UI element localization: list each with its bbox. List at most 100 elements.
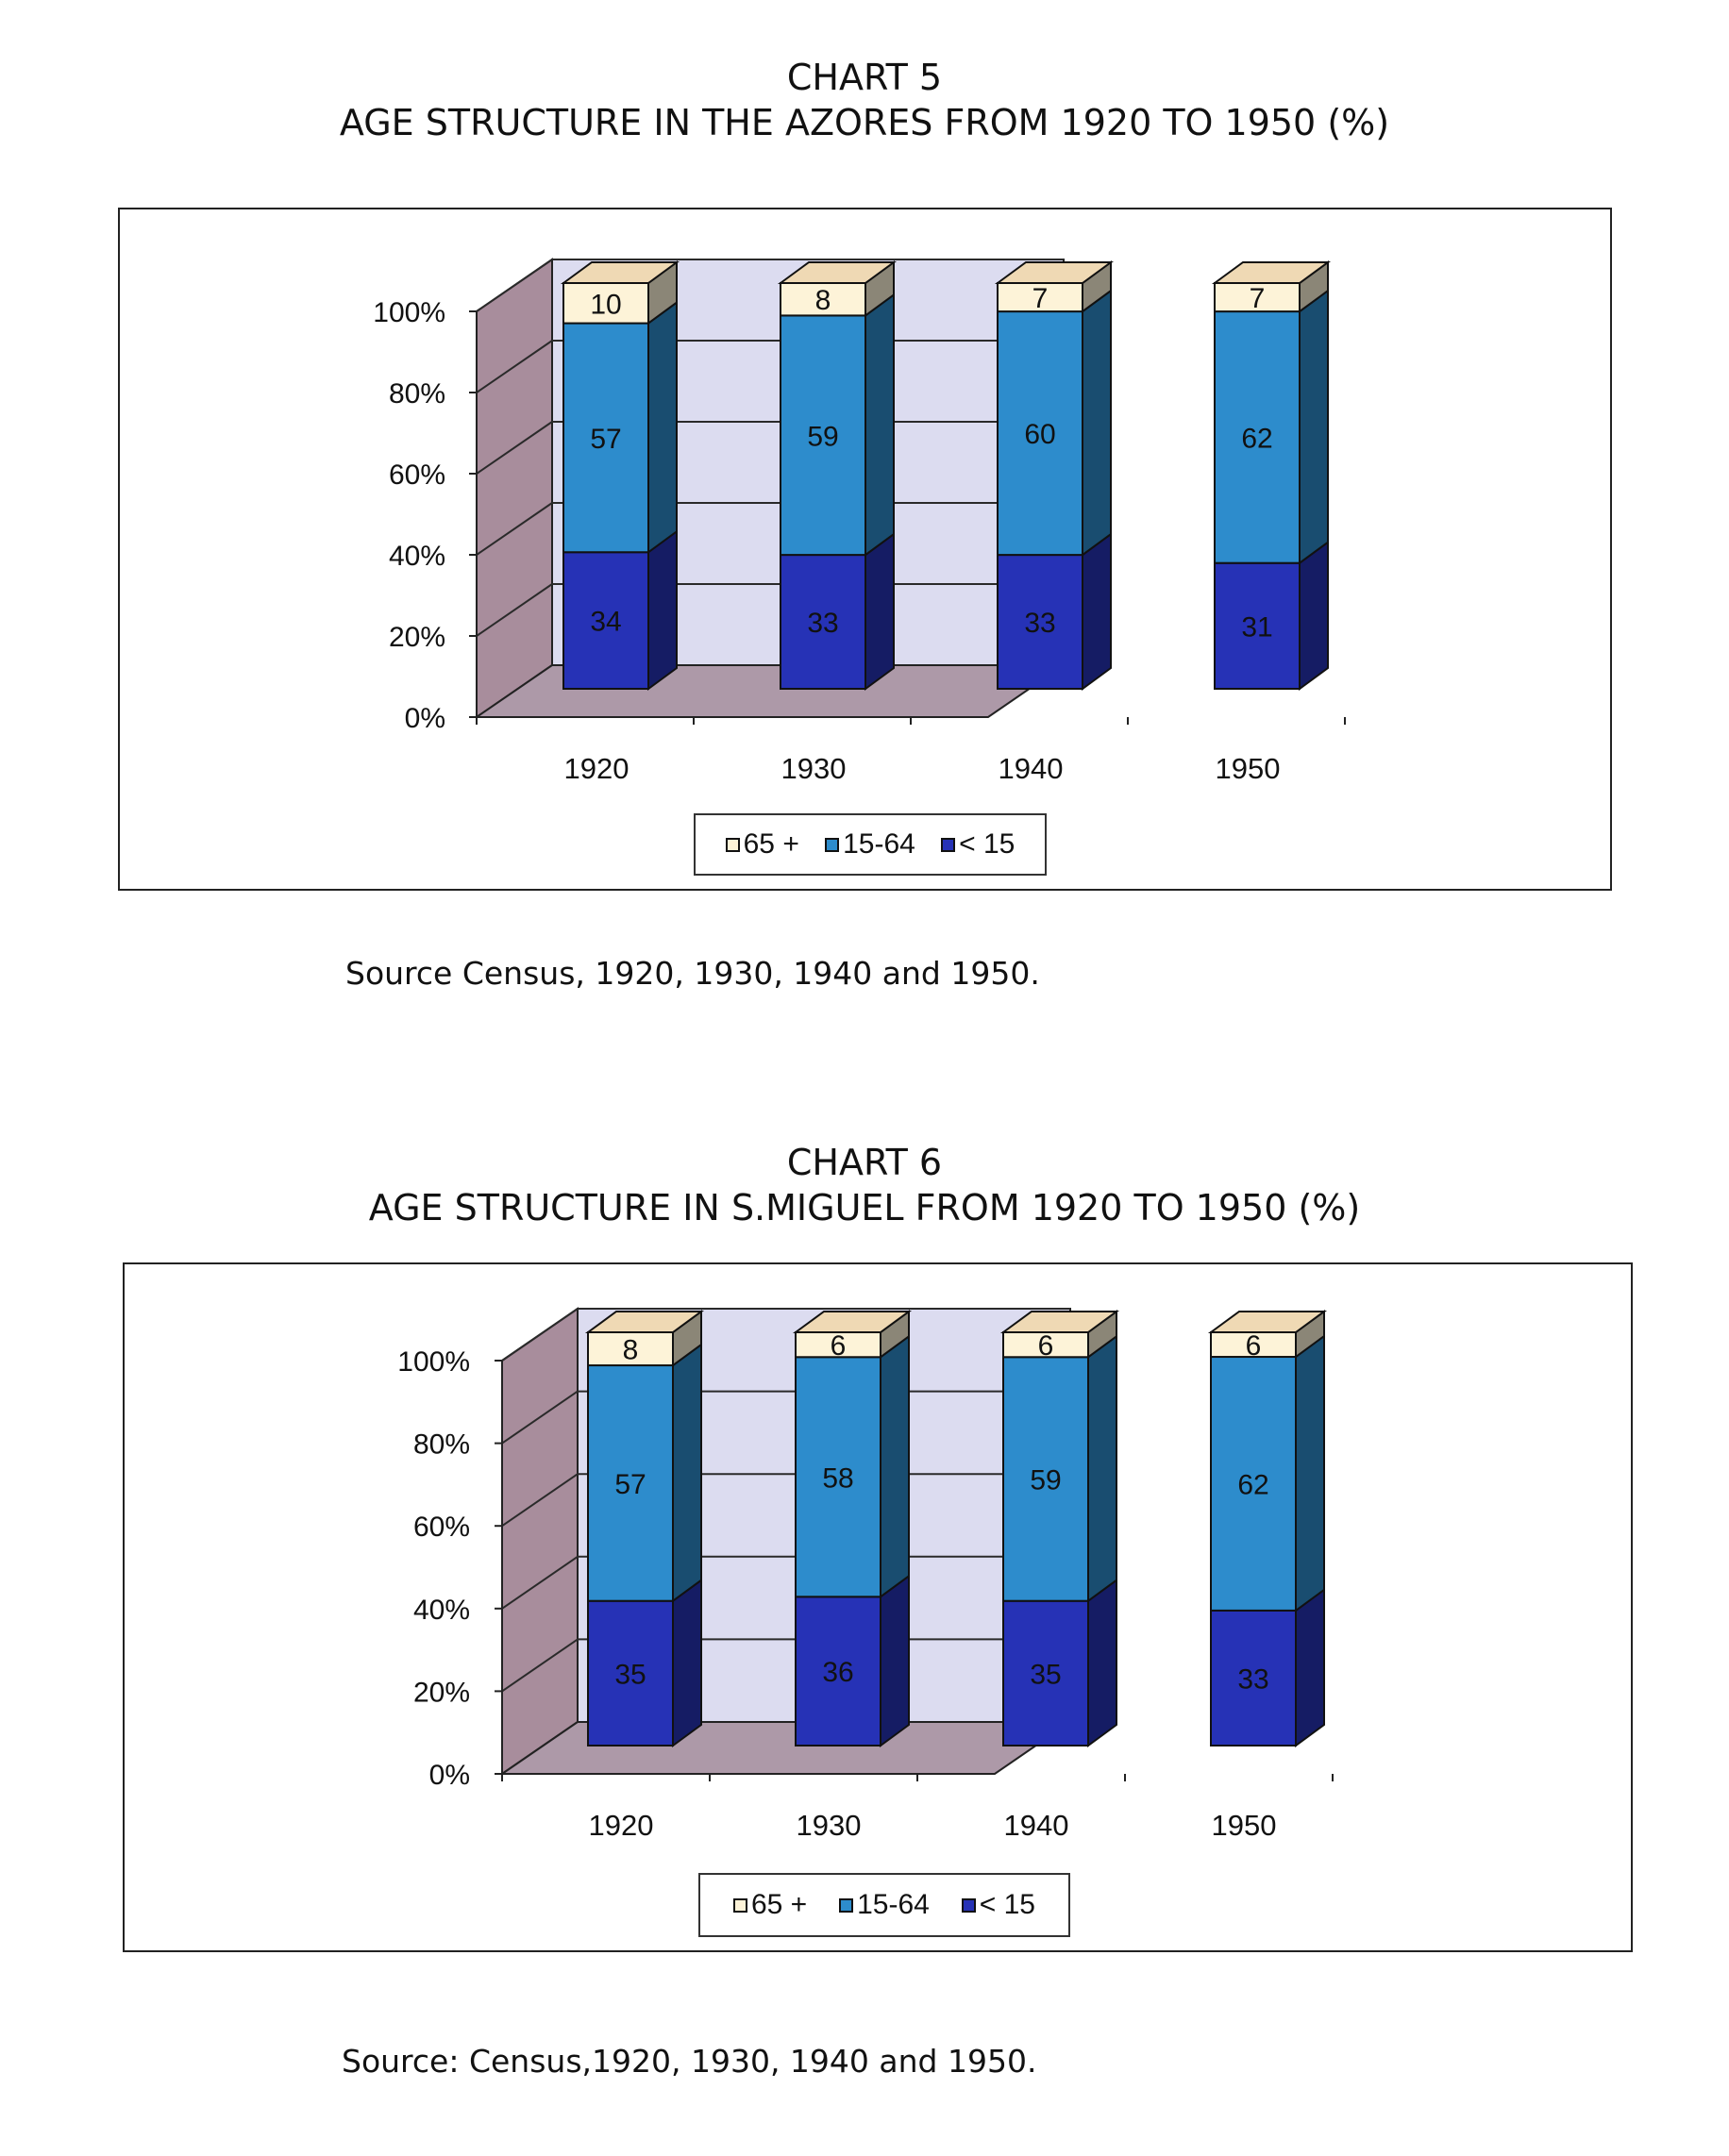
- chart5-frame: 0% 20% 40% 60% 80% 100% 34 57 10 1920 33 59 8 1930 33 6…: [118, 208, 1612, 891]
- legend-item-15-64: 15-64: [839, 1889, 930, 1921]
- bar-side: [1299, 289, 1329, 565]
- side-gridline: [501, 1308, 579, 1362]
- side-gridline: [476, 502, 553, 556]
- data-label: 7: [1250, 283, 1266, 314]
- data-label: 6: [1246, 1330, 1262, 1362]
- bar-top: [777, 261, 898, 284]
- bar-side: [880, 1574, 910, 1747]
- bar-segment: [587, 1364, 674, 1602]
- chart5-source: Source Census, 1920, 1930, 1940 and 1950…: [345, 955, 1040, 992]
- x-tick-label: 1940: [1004, 1809, 1069, 1842]
- bar-top: [560, 261, 680, 284]
- chart6-legend: 65 + 15-64 < 15: [698, 1873, 1070, 1937]
- chart6-frame: 0% 20% 40% 60% 80% 100% 35 57 8 1920 36 58 6 1930 35 59…: [123, 1262, 1633, 1952]
- legend-swatch: [961, 1897, 976, 1913]
- bar-side: [1082, 532, 1112, 691]
- side-gridline: [476, 259, 553, 312]
- bar-side: [1082, 289, 1112, 558]
- y-tick-label: 80%: [389, 378, 445, 409]
- legend-swatch: [839, 1897, 854, 1913]
- side-gridline: [501, 1473, 579, 1528]
- bar-top: [994, 261, 1115, 284]
- y-tick-label: 0%: [429, 1760, 470, 1791]
- data-label: 59: [807, 421, 838, 452]
- data-label: 33: [1237, 1663, 1268, 1695]
- data-label: 8: [623, 1335, 639, 1366]
- bar-segment: [1214, 310, 1301, 564]
- legend-label: 15-64: [843, 828, 915, 860]
- bar-side: [647, 300, 678, 555]
- side-gridline: [501, 1390, 579, 1445]
- data-label: 8: [815, 285, 831, 316]
- bar-side: [1087, 1578, 1117, 1747]
- legend-label: 15-64: [857, 1889, 930, 1920]
- legend-label: < 15: [959, 828, 1016, 860]
- legend-label: < 15: [979, 1889, 1035, 1920]
- bar-top: [792, 1311, 913, 1333]
- data-label: 57: [590, 424, 621, 455]
- chart6-title-line2: AGE STRUCTURE IN S.MIGUEL FROM 1920 TO 1…: [368, 1187, 1361, 1228]
- bar-segment: [562, 551, 649, 690]
- data-label: 57: [614, 1469, 646, 1500]
- bar-segment: [1002, 1599, 1089, 1747]
- data-label: 7: [1032, 283, 1049, 314]
- bar-side: [1087, 1334, 1117, 1603]
- side-wall: [501, 1307, 579, 1776]
- data-label: 35: [1030, 1659, 1061, 1690]
- data-label: 33: [807, 608, 838, 639]
- chart6-title: CHART 6 AGE STRUCTURE IN S.MIGUEL FROM 1…: [0, 1140, 1729, 1230]
- legend-item-65-plus: 65 +: [732, 1889, 808, 1921]
- bar-segment: [780, 314, 866, 557]
- chart5-legend: 65 + 15-64 < 15: [694, 813, 1047, 876]
- legend-swatch: [941, 837, 956, 852]
- legend-swatch: [732, 1897, 747, 1913]
- bar-segment: [587, 1599, 674, 1747]
- y-tick-label: 0%: [405, 703, 445, 734]
- side-wall: [476, 258, 553, 719]
- bar-segment: [795, 1356, 881, 1598]
- bar-side: [864, 292, 895, 558]
- x-tick-label: 1920: [589, 1809, 654, 1842]
- data-label: 62: [1241, 423, 1272, 454]
- data-label: 59: [1030, 1464, 1061, 1496]
- legend-label: 65 +: [750, 1889, 808, 1920]
- side-gridline: [476, 340, 553, 393]
- bar-top: [1207, 1311, 1328, 1333]
- data-label: 62: [1237, 1469, 1268, 1500]
- y-tick-label: 100%: [373, 297, 445, 328]
- chart5-title-line2: AGE STRUCTURE IN THE AZORES FROM 1920 TO…: [339, 102, 1390, 143]
- chart5-title: CHART 5 AGE STRUCTURE IN THE AZORES FROM…: [0, 55, 1729, 145]
- chart6-title-line1: CHART 6: [786, 1142, 943, 1183]
- data-label: 35: [614, 1659, 646, 1690]
- bar-side: [1299, 540, 1329, 691]
- x-tick-label: 1950: [1216, 752, 1281, 785]
- bar-side: [864, 532, 895, 691]
- data-label: 33: [1024, 608, 1055, 639]
- data-label: 36: [822, 1657, 853, 1688]
- x-tick-label: 1930: [797, 1809, 862, 1842]
- bar-side: [672, 1343, 702, 1603]
- chart6-source: Source: Census,1920, 1930, 1940 and 1950…: [342, 2043, 1037, 2080]
- data-label: 60: [1024, 419, 1055, 450]
- data-label: 34: [590, 607, 621, 638]
- bar-segment: [997, 282, 1083, 313]
- y-tick-label: 20%: [389, 622, 445, 653]
- legend-swatch: [825, 837, 840, 852]
- data-label: 6: [831, 1330, 847, 1362]
- bar-top: [1211, 261, 1332, 284]
- side-gridline: [476, 421, 553, 475]
- y-tick-label: 60%: [413, 1512, 470, 1543]
- bar-segment: [1210, 1356, 1297, 1612]
- chart5-plot: 0% 20% 40% 60% 80% 100% 34 57 10 1920 33 59 8 1930 33 6…: [373, 258, 1346, 785]
- data-label: 6: [1038, 1330, 1054, 1362]
- y-tick-label: 100%: [397, 1346, 470, 1378]
- bar-segment: [587, 1331, 674, 1367]
- x-tick-label: 1930: [781, 752, 847, 785]
- bar-top: [999, 1311, 1120, 1333]
- x-tick-label: 1950: [1212, 1809, 1277, 1842]
- y-tick-label: 40%: [389, 541, 445, 572]
- bar-side: [1295, 1334, 1325, 1613]
- y-tick-label: 20%: [413, 1677, 470, 1708]
- bar-side: [880, 1334, 910, 1599]
- data-label: 10: [590, 289, 621, 320]
